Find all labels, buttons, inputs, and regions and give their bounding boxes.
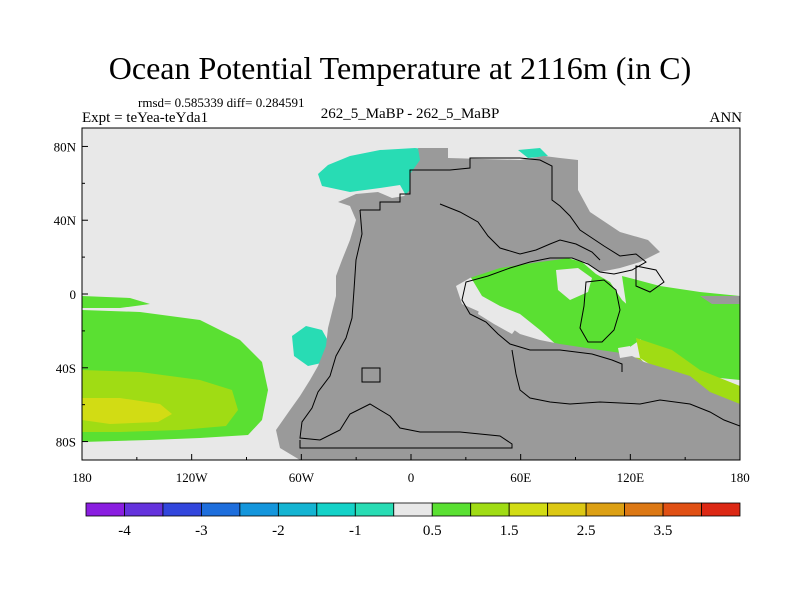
rmsd-diff-stats: rmsd= 0.585339 diff= 0.284591 <box>138 95 305 110</box>
y-tick-label: 40S <box>56 361 76 376</box>
colorbar-bin <box>393 502 433 517</box>
region-east-tethys-warm <box>636 338 740 404</box>
experiment-label: Expt = teYea-teYda1 <box>82 110 209 126</box>
landmass-pangaea <box>276 148 740 460</box>
colorbar-label: 1.5 <box>500 523 519 539</box>
colorbar-bin <box>124 502 164 517</box>
x-tick-label: 120W <box>176 470 209 485</box>
colorbar-bin <box>701 502 741 517</box>
colorbar-label: -1 <box>349 523 362 539</box>
colorbar-bin <box>162 502 202 517</box>
plot-title: Ocean Potential Temperature at 2116m (in… <box>108 50 692 86</box>
colorbar-label: -4 <box>118 523 131 539</box>
region-south-panthalassa-core <box>82 398 172 424</box>
x-axis: 180 120W 60W 0 60E 120E 180 <box>72 454 750 485</box>
colorbar-bin <box>547 502 587 517</box>
colorbar: -4 -3 -2 -1 0.5 1.5 2.5 3.5 <box>85 502 741 539</box>
colorbar-bin <box>201 502 241 517</box>
region-north-polar-fleck <box>518 148 548 158</box>
tethys-white-strip <box>478 306 518 334</box>
map-plot-area <box>82 128 740 460</box>
coastline-pangaea-west <box>299 209 513 449</box>
colorbar-label: -2 <box>272 523 285 539</box>
coastlines <box>299 157 740 449</box>
coastline-south <box>511 349 740 427</box>
x-tick-label: 0 <box>408 470 415 485</box>
colorbar-bin <box>470 502 510 517</box>
y-tick-label: 80S <box>56 435 76 450</box>
colorbar-label: 0.5 <box>423 523 442 539</box>
x-tick-label: 60E <box>510 470 531 485</box>
colorbar-bin <box>624 502 664 517</box>
coastline-pangaea-north <box>360 157 647 372</box>
y-tick-label: 80N <box>54 139 77 154</box>
season-label: ANN <box>709 110 743 126</box>
colorbar-bin <box>585 502 625 517</box>
coastline-island-small <box>361 367 381 383</box>
colorbar-label: 3.5 <box>654 523 673 539</box>
y-tick-label: 40N <box>54 213 77 228</box>
colorbar-label: 2.5 <box>577 523 596 539</box>
colorbar-bin <box>354 502 395 517</box>
colorbar-bin <box>277 502 318 517</box>
coastline-east-land <box>635 265 665 293</box>
colorbar-bin <box>431 502 472 517</box>
region-west-panthalassa-band <box>82 296 150 308</box>
colorbar-bin <box>662 502 702 517</box>
tethys-inner-sea-2 <box>586 290 620 340</box>
x-tick-label: 180 <box>72 470 92 485</box>
y-tick-label: 0 <box>70 287 77 302</box>
land-fleck-east <box>700 296 740 304</box>
coastline-tethys-loop <box>579 279 621 343</box>
colorbar-bin <box>316 502 356 517</box>
colorbar-label: -3 <box>195 523 208 539</box>
x-tick-label: 180 <box>730 470 750 485</box>
x-tick-label: 60W <box>289 470 315 485</box>
colorbar-bin <box>508 502 549 517</box>
y-axis: 80N 40N 0 40S 80S <box>54 139 88 450</box>
colorbar-bin <box>85 502 125 517</box>
coastline-tethys-inner <box>439 203 601 261</box>
x-tick-label: 120E <box>617 470 645 485</box>
tethys-white-dot <box>618 346 632 358</box>
tethys-inner-sea <box>556 268 592 300</box>
case-label: 262_5_MaBP - 262_5_MaBP <box>320 106 500 122</box>
colorbar-bin <box>239 502 279 517</box>
